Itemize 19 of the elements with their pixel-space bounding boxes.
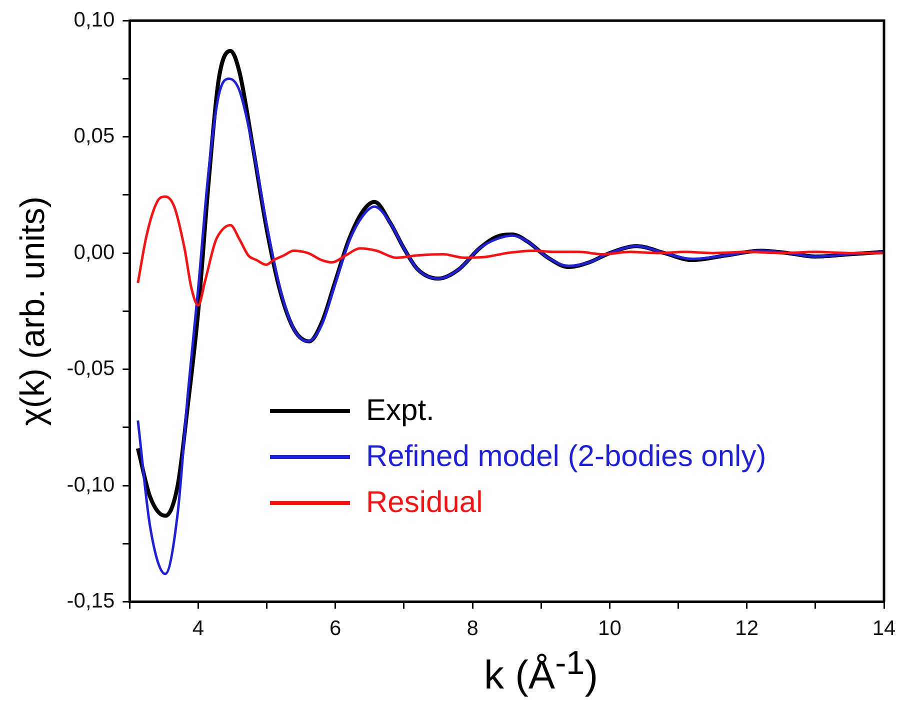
- y-tick-label: 0,10: [74, 8, 115, 32]
- y-tick-label: -0,10: [66, 473, 115, 496]
- y-tick-label: 0,00: [74, 240, 115, 264]
- legend-label: Residual: [366, 486, 483, 520]
- x-tick-label: 10: [598, 617, 622, 640]
- x-tick-label: 14: [872, 617, 896, 640]
- legend-label: Expt.: [366, 394, 434, 428]
- x-axis-title: k (Å$^{-1}$): [482, 645, 600, 698]
- line-series: [136, 77, 884, 576]
- y-tick-label: -0,15: [66, 590, 115, 613]
- y-tick-label: 0,05: [74, 124, 115, 148]
- x-tick-label: 6: [330, 617, 342, 640]
- line-series: [136, 195, 884, 307]
- y-axis-title: χ(k) (arb. units): [14, 196, 52, 426]
- legend-label: Refined model (2-bodies only): [366, 440, 766, 474]
- y-tick-label: -0,05: [66, 357, 115, 380]
- x-tick-label: 12: [735, 617, 759, 640]
- x-tick-label: 4: [192, 617, 204, 640]
- x-tick-label: 8: [466, 617, 478, 640]
